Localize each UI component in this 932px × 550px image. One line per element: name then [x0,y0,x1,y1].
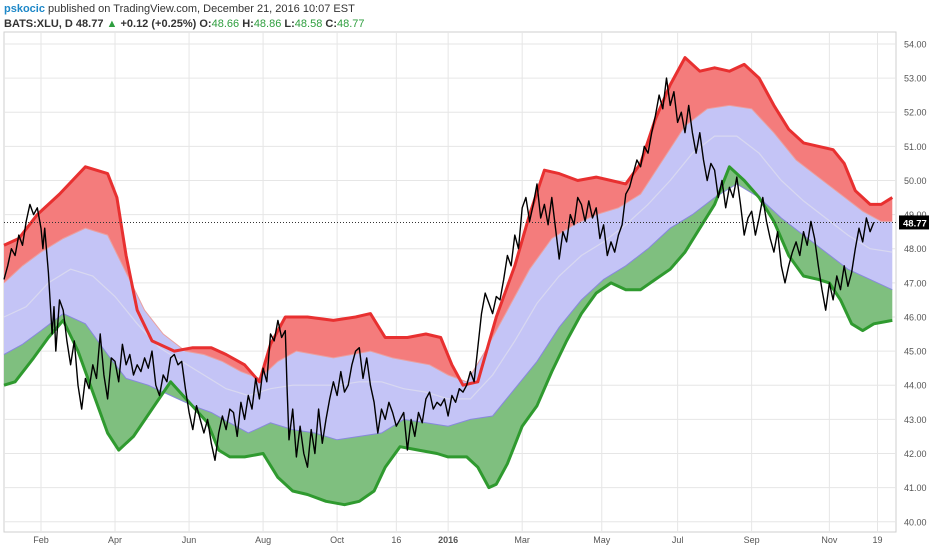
last-price-badge [899,215,929,230]
symbol-label[interactable]: BATS:XLU, D [4,18,73,30]
chart-header: pskocic published on TradingView.com, De… [4,2,365,32]
y-tick-label: 43.00 [904,415,927,425]
x-tick-label: Nov [821,535,838,545]
price-series [3,77,896,468]
bollinger-bands [3,56,894,507]
last-price-badge-label: 48.77 [903,218,927,229]
upper-inner-line [3,104,893,383]
close-value: 48.77 [337,18,365,30]
y-tick-label: 40.00 [904,517,927,527]
x-tick-label: Feb [33,535,49,545]
last-price: 48.77 [75,18,104,30]
low-value: 48.58 [294,18,323,30]
high-value: 48.86 [253,18,282,30]
x-tick-label: Oct [330,535,345,545]
y-tick-label: 49.00 [904,210,927,220]
x-tick-label: 19 [872,535,882,545]
lower-band-line [3,165,893,507]
price-line [3,77,875,468]
x-tick-label: Mar [514,535,530,545]
up-arrow-icon: ▲ [106,18,118,30]
y-tick-label: 48.00 [904,244,927,254]
y-tick-label: 44.00 [904,381,927,391]
lower-band-fill [4,166,893,505]
close-label: C: [325,18,337,30]
quote-line: BATS:XLU, D 48.77 ▲ +0.12 (+0.25%) O:48.… [4,17,365,32]
time-axis[interactable]: Feb Apr Jun Aug Oct 16 2016 Mar May Jul Sep Nov 19 [33,535,882,545]
y-tick-label: 54.00 [904,39,927,49]
y-tick-label: 42.00 [904,449,927,459]
y-tick-label: 51.00 [904,142,927,152]
x-tick-label: Jul [672,535,684,545]
y-tick-label: 47.00 [904,278,927,288]
y-tick-label: 41.00 [904,483,927,493]
price-axis[interactable]: 40.00 41.00 42.00 43.00 44.00 45.00 46.00 47.00… [899,39,929,527]
high-label: H: [242,18,254,30]
x-tick-label: Jun [182,535,197,545]
middle-band-fill [4,105,893,440]
low-label: L: [284,18,295,30]
y-tick-label: 53.00 [904,74,927,84]
publish-line: pskocic published on TradingView.com, De… [4,2,365,17]
x-tick-label: Aug [255,535,271,545]
y-tick-label: 46.00 [904,312,927,322]
x-tick-label: 2016 [438,535,458,545]
y-tick-label: 45.00 [904,347,927,357]
author-username[interactable]: pskocic [4,3,45,15]
x-tick-label: Sep [744,535,760,545]
open-label: O: [199,18,212,30]
lower-inner-line [3,183,893,441]
open-value: 48.66 [211,18,240,30]
y-tick-label: 52.00 [904,108,927,118]
publish-info: published on TradingView.com, December 2… [48,3,355,15]
x-tick-label: May [593,535,611,545]
y-tick-label: 50.00 [904,176,927,186]
upper-band-fill [4,57,893,386]
x-tick-label: Apr [108,535,122,545]
upper-band-line [3,56,894,387]
price-change: +0.12 (+0.25%) [120,18,197,30]
x-tick-label: 16 [391,535,401,545]
